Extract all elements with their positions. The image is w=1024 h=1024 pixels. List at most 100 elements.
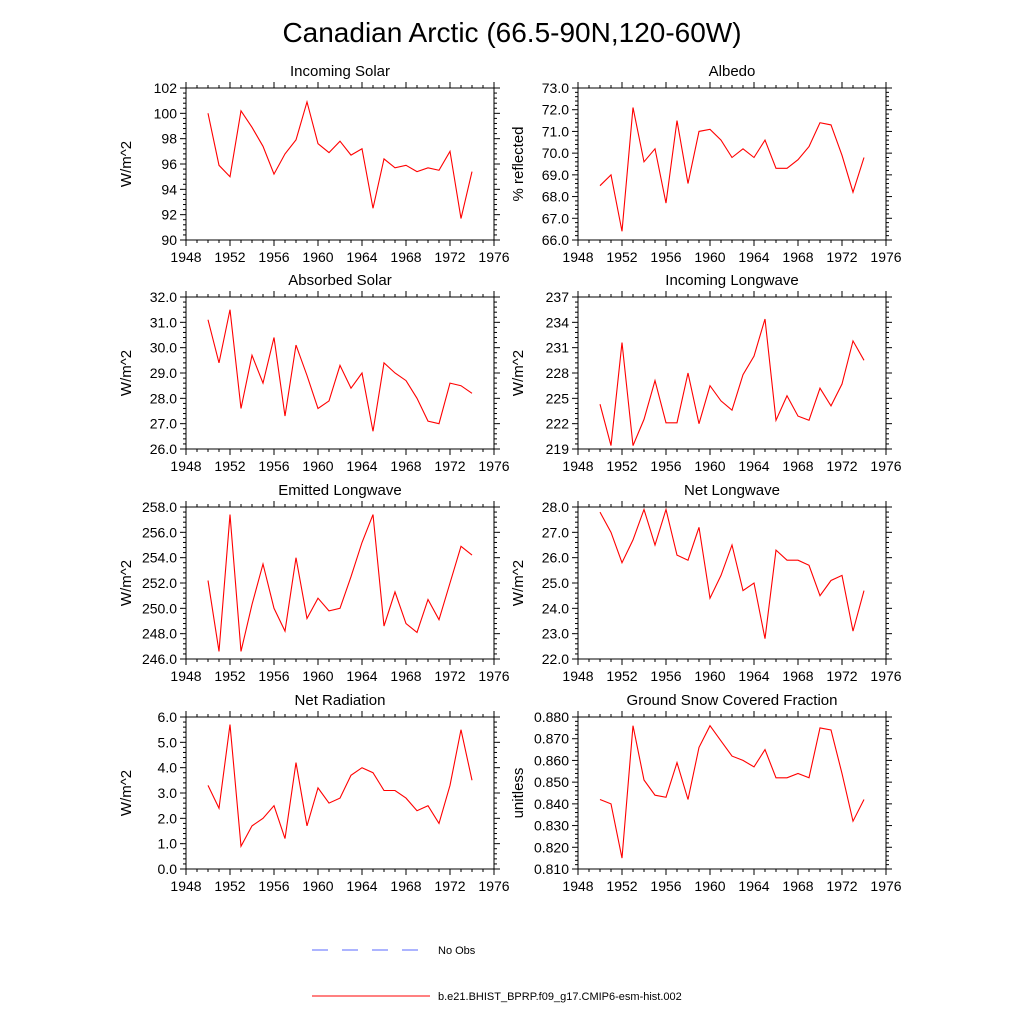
y-axis-title: unitless bbox=[510, 768, 527, 819]
x-tick-label: 1948 bbox=[562, 668, 593, 684]
y-tick-label: 0.840 bbox=[534, 796, 569, 812]
plot-frame bbox=[577, 506, 887, 660]
y-tick-label: 28.0 bbox=[542, 499, 569, 515]
x-tick-label: 1948 bbox=[170, 249, 201, 265]
plot-frame bbox=[185, 506, 495, 660]
x-tick-label: 1956 bbox=[258, 249, 289, 265]
x-tick-label: 1960 bbox=[694, 878, 725, 894]
y-tick-label: 1.0 bbox=[158, 836, 178, 852]
panel-title: Emitted Longwave bbox=[278, 482, 401, 499]
y-axis-title: W/m^2 bbox=[118, 141, 135, 187]
x-tick-label: 1960 bbox=[694, 668, 725, 684]
y-tick-label: 252.0 bbox=[142, 575, 177, 591]
y-tick-label: 24.0 bbox=[542, 600, 569, 616]
y-tick-label: 0.820 bbox=[534, 839, 569, 855]
y-tick-label: 2.0 bbox=[158, 810, 178, 826]
y-tick-label: 246.0 bbox=[142, 651, 177, 667]
x-tick-label: 1972 bbox=[434, 458, 465, 474]
y-tick-label: 72.0 bbox=[542, 102, 569, 118]
legend: No Obs b.e21.BHIST_BPRP.f09_g17.CMIP6-es… bbox=[312, 945, 682, 1003]
x-tick-label: 1960 bbox=[302, 668, 333, 684]
x-tick-label: 1948 bbox=[170, 878, 201, 894]
x-tick-label: 1976 bbox=[870, 458, 901, 474]
x-tick-label: 1968 bbox=[782, 878, 813, 894]
y-tick-label: 32.0 bbox=[150, 289, 177, 305]
series-line bbox=[599, 318, 865, 446]
x-tick-label: 1968 bbox=[782, 668, 813, 684]
y-axis-title: % reflected bbox=[510, 126, 527, 201]
plot-frame bbox=[577, 296, 887, 450]
y-tick-label: 6.0 bbox=[158, 709, 178, 725]
y-tick-label: 69.0 bbox=[542, 167, 569, 183]
y-tick-label: 250.0 bbox=[142, 600, 177, 616]
y-tick-label: 27.0 bbox=[150, 416, 177, 432]
y-axis-title: W/m^2 bbox=[510, 350, 527, 396]
y-tick-label: 0.860 bbox=[534, 752, 569, 768]
x-tick-label: 1968 bbox=[390, 249, 421, 265]
y-tick-label: 0.830 bbox=[534, 818, 569, 834]
x-tick-label: 1952 bbox=[214, 458, 245, 474]
panel-title: Incoming Solar bbox=[290, 63, 390, 80]
series-line bbox=[207, 309, 473, 432]
x-tick-label: 1976 bbox=[870, 249, 901, 265]
y-tick-label: 0.870 bbox=[534, 731, 569, 747]
x-tick-label: 1964 bbox=[738, 249, 769, 265]
y-tick-label: 23.0 bbox=[542, 626, 569, 642]
y-tick-label: 222 bbox=[546, 416, 570, 432]
x-tick-label: 1952 bbox=[214, 878, 245, 894]
x-tick-label: 1968 bbox=[390, 668, 421, 684]
y-tick-label: 68.0 bbox=[542, 189, 569, 205]
x-tick-label: 1976 bbox=[870, 878, 901, 894]
y-tick-label: 70.0 bbox=[542, 145, 569, 161]
y-tick-label: 100 bbox=[154, 105, 178, 121]
y-tick-label: 248.0 bbox=[142, 626, 177, 642]
y-tick-label: 27.0 bbox=[542, 524, 569, 540]
y-tick-label: 237 bbox=[546, 289, 570, 305]
y-tick-label: 102 bbox=[154, 80, 178, 96]
y-axis-title: W/m^2 bbox=[118, 770, 135, 816]
y-tick-label: 4.0 bbox=[158, 760, 178, 776]
x-tick-label: 1956 bbox=[258, 878, 289, 894]
figure-title: Canadian Arctic (66.5-90N,120-60W) bbox=[282, 17, 741, 48]
x-tick-label: 1952 bbox=[606, 878, 637, 894]
legend-obs-label: No Obs bbox=[438, 945, 476, 957]
x-tick-label: 1952 bbox=[606, 668, 637, 684]
x-tick-label: 1964 bbox=[346, 668, 377, 684]
x-tick-label: 1956 bbox=[258, 458, 289, 474]
x-tick-label: 1968 bbox=[390, 458, 421, 474]
y-tick-label: 30.0 bbox=[150, 340, 177, 356]
plot-frame bbox=[577, 716, 887, 870]
x-tick-label: 1964 bbox=[346, 249, 377, 265]
x-tick-label: 1960 bbox=[302, 249, 333, 265]
x-tick-label: 1976 bbox=[478, 668, 509, 684]
x-tick-label: 1972 bbox=[826, 458, 857, 474]
y-tick-label: 0.0 bbox=[158, 861, 178, 877]
y-axis-title: W/m^2 bbox=[118, 350, 135, 396]
y-tick-label: 71.0 bbox=[542, 123, 569, 139]
panel-albedo: Albedo 1948 1952 1956 1960 1964 1968 1972 1976 66… bbox=[510, 63, 902, 265]
y-tick-label: 0.850 bbox=[534, 774, 569, 790]
panel-net-longwave: Net Longwave 1948 1952 1956 1960 1964 1968 1972… bbox=[510, 482, 902, 684]
y-tick-label: 29.0 bbox=[150, 365, 177, 381]
x-tick-label: 1964 bbox=[738, 668, 769, 684]
panel-title: Incoming Longwave bbox=[665, 272, 798, 289]
x-tick-label: 1956 bbox=[650, 458, 681, 474]
x-tick-label: 1956 bbox=[650, 668, 681, 684]
x-tick-label: 1948 bbox=[170, 458, 201, 474]
x-tick-label: 1976 bbox=[870, 668, 901, 684]
series-line bbox=[207, 724, 473, 849]
y-tick-label: 254.0 bbox=[142, 550, 177, 566]
y-axis-title: W/m^2 bbox=[510, 560, 527, 606]
x-tick-label: 1968 bbox=[782, 458, 813, 474]
x-tick-label: 1948 bbox=[562, 878, 593, 894]
x-tick-label: 1960 bbox=[694, 458, 725, 474]
panel-title: Absorbed Solar bbox=[288, 272, 391, 289]
y-tick-label: 25.0 bbox=[542, 575, 569, 591]
x-tick-label: 1964 bbox=[738, 878, 769, 894]
y-axis-title: W/m^2 bbox=[118, 560, 135, 606]
x-tick-label: 1972 bbox=[826, 249, 857, 265]
panel-incoming-longwave: Incoming Longwave 1948 1952 1956 1960 1964 196… bbox=[510, 272, 902, 474]
panel-absorbed-solar: Absorbed Solar 1948 1952 1956 1960 1964 1968 19… bbox=[118, 272, 510, 474]
y-tick-label: 28.0 bbox=[150, 390, 177, 406]
x-tick-label: 1972 bbox=[434, 878, 465, 894]
